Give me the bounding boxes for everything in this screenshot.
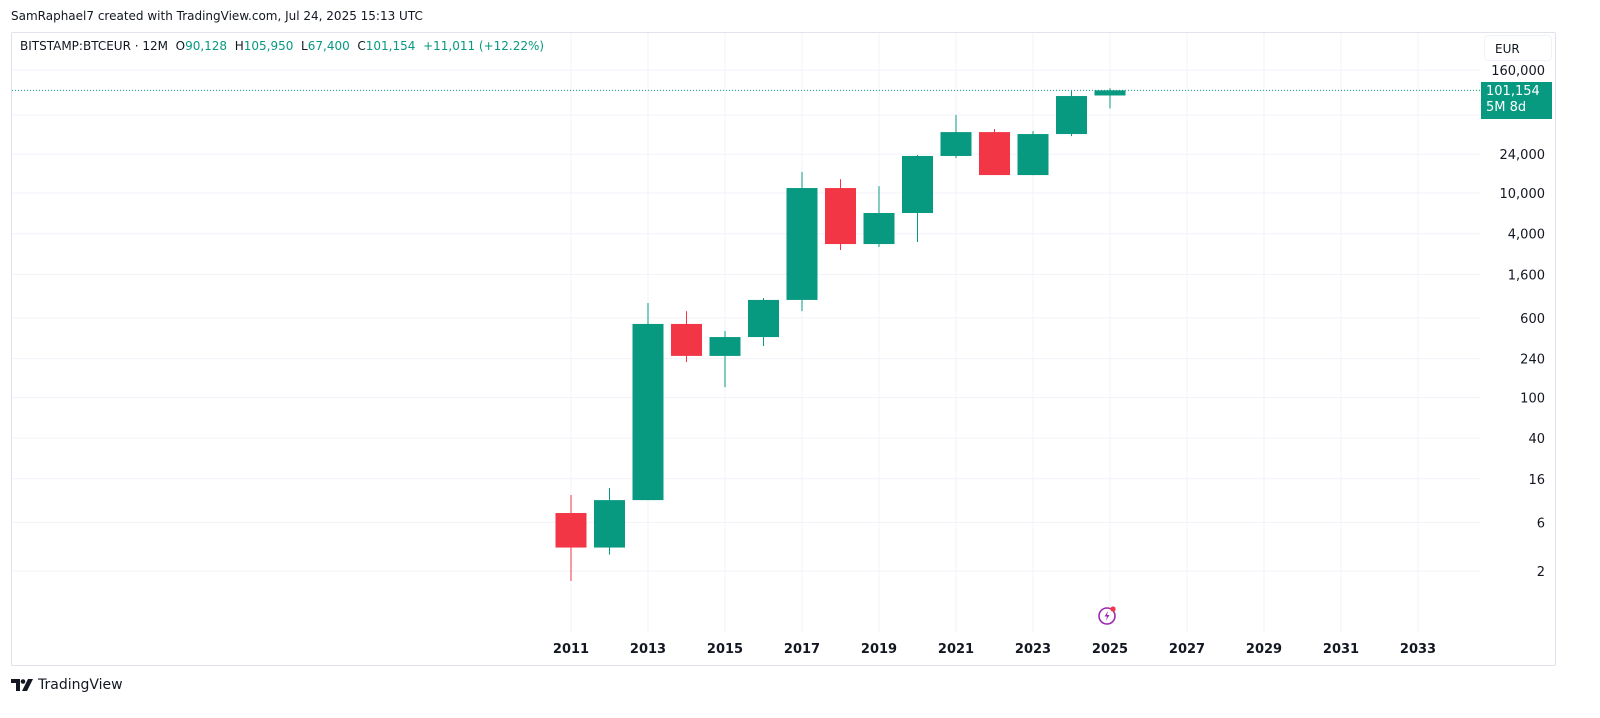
x-tick-label: 2013: [630, 642, 666, 657]
chart-frame: [11, 32, 1556, 666]
y-tick-label: 4,000: [1508, 228, 1545, 243]
low-label: L: [301, 39, 308, 53]
current-price-tag: 101,154 5M 8d: [1481, 82, 1552, 119]
y-tick-label: 40: [1528, 432, 1545, 447]
change-value: +11,011 (+12.22%): [423, 39, 545, 53]
y-tick-label: 16: [1528, 473, 1545, 488]
high-value: 105,950: [243, 39, 294, 53]
bar-countdown: 5M 8d: [1486, 100, 1527, 115]
candle-body: [709, 337, 741, 356]
x-tick-label: 2027: [1169, 642, 1205, 657]
x-tick-label: 2017: [784, 642, 820, 657]
x-tick-label: 2029: [1246, 642, 1282, 657]
candle-body: [940, 132, 972, 156]
y-tick-label: 160,000: [1491, 64, 1545, 79]
candle-body: [825, 188, 856, 245]
x-tick-label: 2031: [1323, 642, 1359, 657]
y-tick-label: 600: [1520, 312, 1545, 327]
y-tick-label: 6: [1537, 516, 1545, 531]
tradingview-logo[interactable]: TradingView: [11, 677, 123, 693]
y-tick-label: 2: [1537, 565, 1545, 580]
chart-caption: SamRaphael7 created with TradingView.com…: [11, 9, 423, 23]
y-tick-label: 100: [1520, 391, 1545, 406]
candle-body: [863, 213, 895, 245]
symbol-label[interactable]: BITSTAMP:BTCEUR · 12M: [20, 39, 168, 53]
candle-body: [902, 155, 933, 214]
lightning-icon[interactable]: [1097, 605, 1117, 625]
open-label: O: [175, 39, 186, 53]
x-tick-label: 2015: [707, 642, 743, 657]
candle-body: [786, 188, 818, 300]
candle-body: [1017, 134, 1049, 176]
y-tick-label: 240: [1520, 353, 1545, 368]
candle-body: [632, 323, 664, 501]
x-tick-label: 2019: [861, 642, 897, 657]
currency-button[interactable]: EUR: [1484, 35, 1552, 61]
x-tick-label: 2023: [1015, 642, 1051, 657]
candle-body: [555, 513, 587, 548]
open-value: 90,128: [185, 39, 228, 53]
x-tick-label: 2021: [938, 642, 974, 657]
low-value: 67,400: [307, 39, 350, 53]
candle-body: [594, 500, 625, 548]
y-tick-label: 10,000: [1500, 187, 1546, 202]
x-tick-label: 2011: [553, 642, 589, 657]
y-tick-label: 24,000: [1500, 148, 1546, 163]
candle-body: [1056, 96, 1087, 135]
candle-body: [748, 299, 779, 338]
tradingview-logo-icon: [11, 679, 33, 691]
candle-body: [979, 132, 1010, 176]
x-tick-label: 2025: [1092, 642, 1128, 657]
close-label: C: [357, 39, 366, 53]
candle-body: [1094, 90, 1126, 96]
high-label: H: [234, 39, 244, 53]
footer-brand: TradingView: [38, 677, 123, 693]
current-price: 101,154: [1486, 84, 1540, 99]
ohlc-legend: BITSTAMP:BTCEUR · 12M O90,128 H105,950 L…: [20, 39, 544, 53]
y-tick-label: 1,600: [1508, 268, 1545, 283]
close-value: 101,154: [365, 39, 416, 53]
candle-body: [671, 323, 702, 356]
x-tick-label: 2033: [1400, 642, 1436, 657]
